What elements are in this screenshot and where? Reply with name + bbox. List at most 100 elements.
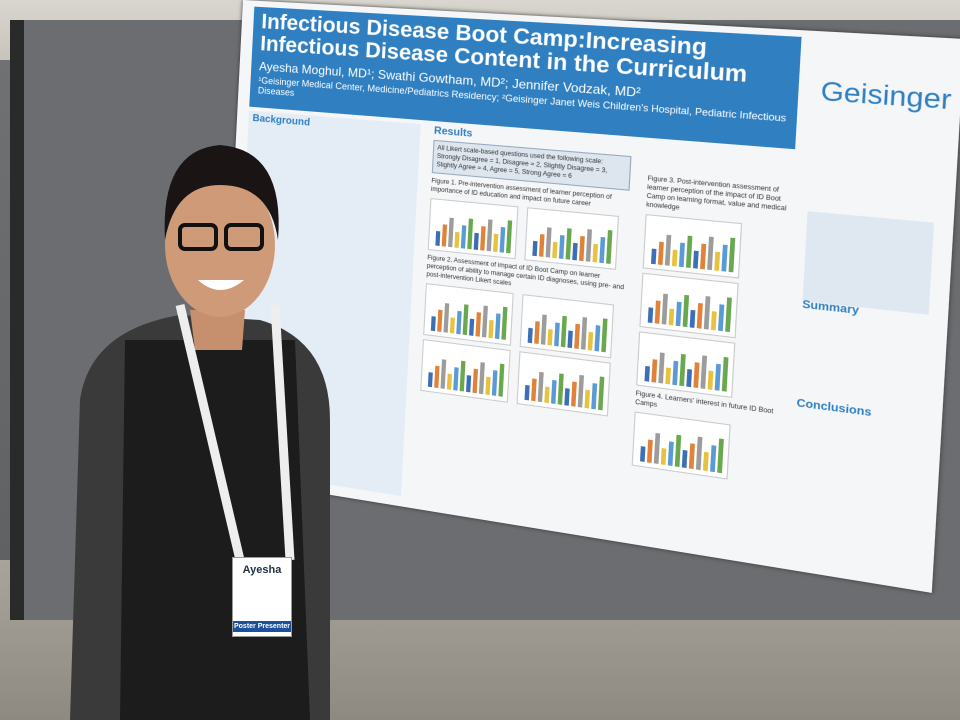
chart-bar-image xyxy=(460,225,467,249)
neck xyxy=(190,310,245,350)
chart-bar-image xyxy=(718,304,725,332)
chart-bar-image xyxy=(695,436,703,471)
chart-bar-image xyxy=(587,331,594,351)
chart-bar-image xyxy=(532,240,538,257)
chart-bar-image xyxy=(717,438,724,474)
right-column: Summary Conclusions xyxy=(796,211,935,425)
chart-bar-image xyxy=(472,368,479,394)
chart-bar-image xyxy=(707,236,714,271)
chart-bar-image xyxy=(537,371,544,403)
chart-bar-image xyxy=(437,309,443,332)
chart-bar-image xyxy=(707,370,714,390)
chart-bar-image xyxy=(441,224,448,247)
chart-bar-image xyxy=(658,352,665,384)
chart-bar-image xyxy=(714,251,721,271)
chart-bar-image xyxy=(459,360,466,392)
figure-column: Figure 3. Post-intervention assessment o… xyxy=(631,175,790,491)
chart-bar-image xyxy=(564,388,570,406)
chart-bar-image xyxy=(660,448,667,466)
chart-bar-image xyxy=(443,303,450,333)
table-image xyxy=(802,211,935,315)
chart-bar-image xyxy=(574,323,581,349)
chart-bar-image xyxy=(650,248,657,265)
chart-bar-image xyxy=(527,327,533,344)
chart-bar-image xyxy=(592,243,599,263)
chart-bar-image xyxy=(700,355,708,389)
chart-bar-image xyxy=(674,434,682,468)
chart-bar-image xyxy=(453,367,459,391)
chart-bar-image xyxy=(560,315,567,348)
chart-bar-image xyxy=(644,365,650,382)
chart-bar-image xyxy=(577,374,584,408)
chart-bar-image xyxy=(499,226,506,253)
chart-bar-image xyxy=(488,319,494,339)
chart-bar-image xyxy=(486,219,493,252)
chart-bar-image xyxy=(591,383,598,410)
chart-bar-image xyxy=(675,301,682,327)
results-column: Results All Likert scale-based questions… xyxy=(420,125,632,422)
chart-bar-image xyxy=(651,359,658,383)
chart-bar-image xyxy=(498,363,505,397)
chart-bar-image xyxy=(721,356,729,392)
chart-bar-image xyxy=(679,353,686,387)
chart-bar-image xyxy=(557,373,564,405)
chart-bar-image xyxy=(485,376,491,396)
chart-bar-image xyxy=(558,235,565,259)
lanyard xyxy=(175,303,295,562)
chart-bar-image xyxy=(661,293,668,325)
chart-bar-image xyxy=(448,217,454,248)
chart-bar-image xyxy=(584,389,590,409)
chart-bar-image xyxy=(700,243,707,270)
chart-bar-image xyxy=(657,241,664,266)
chart-bar-image xyxy=(506,220,513,254)
chart-bar-image xyxy=(594,325,601,352)
chart-bar-image xyxy=(480,226,486,251)
chart-bar-image xyxy=(478,362,485,395)
glasses xyxy=(178,223,218,251)
chart-bar-image xyxy=(671,249,678,267)
chart-bar-image xyxy=(686,368,693,388)
logo: Geisinger xyxy=(819,76,953,117)
chart-bar-image xyxy=(710,445,717,473)
presenter xyxy=(70,145,330,720)
chart-bar-image xyxy=(473,232,479,250)
chart-image xyxy=(427,198,519,260)
chart-bar-image xyxy=(481,305,488,338)
glasses xyxy=(224,223,264,251)
chart-bar-image xyxy=(639,446,646,462)
chart-bar-image xyxy=(667,441,674,467)
chart-bar-image xyxy=(597,376,605,411)
chart-bar-image xyxy=(721,244,728,272)
chart-bar-image xyxy=(606,230,613,264)
chart-bar-image xyxy=(580,317,588,350)
chart-bar-image xyxy=(440,359,447,389)
chart-bar-image xyxy=(672,360,679,386)
chart-bar-image xyxy=(540,314,547,345)
chart-bar-image xyxy=(501,306,508,340)
chart-bar-image xyxy=(466,375,472,393)
chart-bar-image xyxy=(647,307,654,324)
badge-name: Ayesha xyxy=(242,564,282,576)
chart-bar-image xyxy=(696,302,703,329)
chart-image xyxy=(631,411,731,480)
chart-image xyxy=(642,214,743,279)
chart-bar-image xyxy=(434,365,440,389)
chart-image xyxy=(516,351,611,417)
chart-bar-image xyxy=(552,241,558,259)
chart-bar-image xyxy=(599,236,606,264)
chart-bar-image xyxy=(601,318,608,353)
chart-bar-image xyxy=(494,313,501,340)
chart-bar-image xyxy=(493,233,499,253)
chart-bar-image xyxy=(531,378,537,402)
chart-image xyxy=(423,283,514,346)
chart-bar-image xyxy=(567,330,573,349)
chart-bar-image xyxy=(491,370,498,396)
chart-bar-image xyxy=(714,363,721,391)
chart-image xyxy=(639,272,739,339)
chart-bar-image xyxy=(475,312,482,337)
chart-bar-image xyxy=(725,297,732,333)
chart-bar-image xyxy=(545,227,552,258)
chart-bar-image xyxy=(462,304,469,336)
chart-bar-image xyxy=(571,381,577,407)
